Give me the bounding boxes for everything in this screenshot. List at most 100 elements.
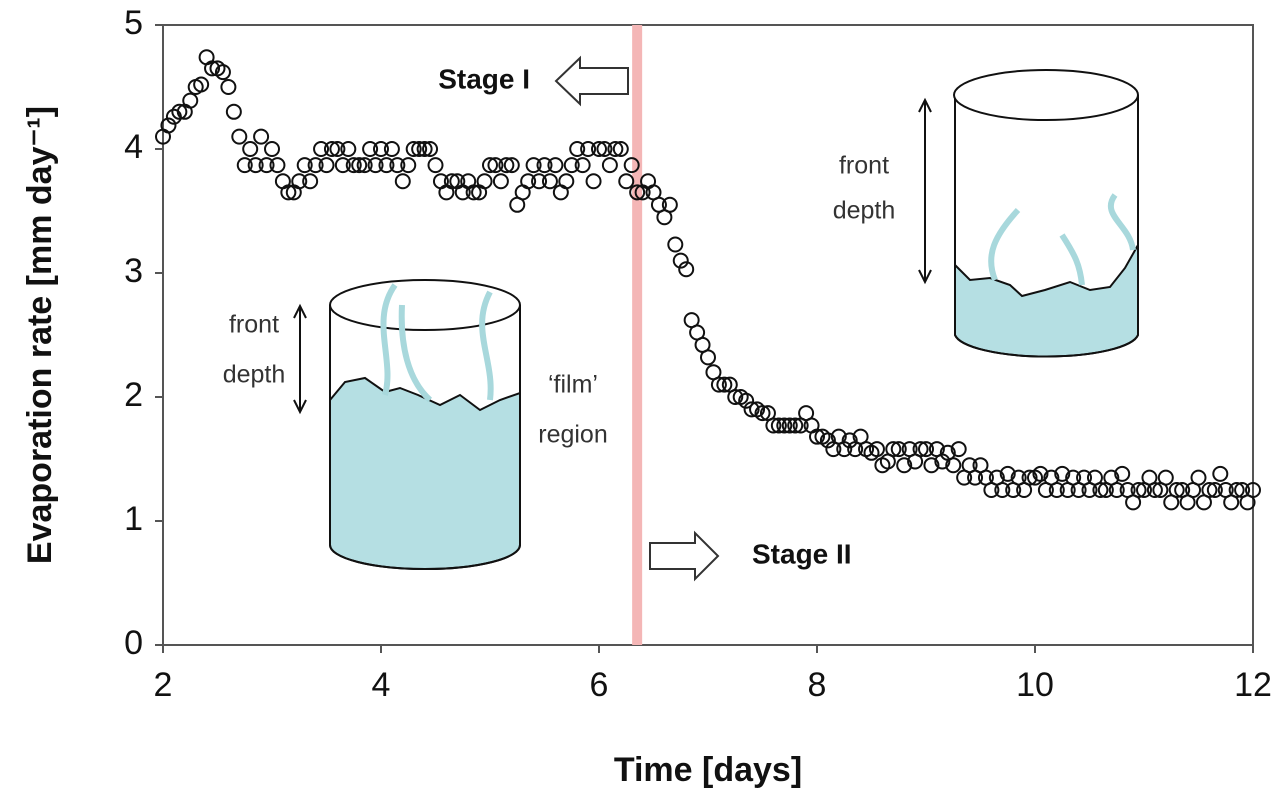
point	[383, 141, 400, 157]
point	[373, 141, 389, 157]
point	[520, 173, 537, 190]
point	[580, 141, 597, 157]
point	[476, 173, 493, 190]
point	[264, 141, 280, 157]
point	[809, 428, 825, 445]
point	[236, 157, 253, 174]
point	[1021, 469, 1038, 486]
point	[1245, 482, 1261, 498]
point	[334, 157, 351, 174]
point	[351, 157, 368, 174]
point	[253, 128, 270, 145]
point	[607, 141, 624, 157]
point	[836, 441, 853, 458]
point	[193, 76, 210, 93]
point	[743, 401, 760, 418]
point	[700, 349, 716, 366]
x-tick-label: 4	[372, 666, 391, 704]
x-axis-title: Time [days]	[614, 751, 802, 789]
point	[569, 141, 586, 157]
point	[503, 157, 520, 174]
point	[667, 236, 684, 253]
point	[214, 64, 231, 81]
stage-ii-arrow	[649, 530, 720, 582]
point	[1157, 469, 1174, 486]
point	[171, 103, 188, 120]
point	[340, 141, 357, 157]
point	[269, 157, 286, 174]
annotation: Stage II	[752, 538, 852, 569]
point	[612, 141, 629, 157]
y-tick-label: 5	[124, 4, 143, 42]
point	[389, 157, 406, 174]
point	[585, 173, 602, 190]
point	[678, 261, 695, 278]
point	[242, 141, 259, 157]
annotation: ‘film’	[548, 371, 598, 399]
point	[787, 417, 804, 434]
annotation: region	[538, 421, 608, 449]
point	[1201, 482, 1218, 498]
point	[918, 441, 934, 458]
y-axis-title: Evaporation rate [mm day⁻¹]	[21, 106, 59, 564]
point	[574, 157, 591, 174]
point	[258, 157, 275, 174]
point	[1146, 482, 1163, 498]
point	[754, 405, 771, 422]
point	[716, 376, 733, 393]
point	[443, 173, 460, 190]
y-tick-label: 4	[124, 128, 143, 166]
point	[819, 432, 836, 449]
annotation: depth	[223, 361, 286, 389]
point	[536, 157, 553, 174]
point	[1032, 465, 1049, 482]
point	[765, 417, 782, 434]
point	[280, 184, 297, 201]
point	[1108, 482, 1125, 498]
point	[623, 157, 640, 174]
point	[1130, 482, 1147, 498]
point	[247, 157, 264, 174]
point	[356, 157, 373, 174]
point	[313, 141, 330, 157]
point	[318, 157, 335, 174]
x-tick-label: 6	[590, 666, 609, 704]
point	[950, 441, 967, 458]
annotation: Stage I	[438, 63, 530, 94]
point	[1092, 482, 1109, 498]
point	[596, 141, 613, 157]
point	[710, 376, 727, 393]
point	[591, 141, 607, 157]
point	[994, 482, 1011, 498]
y-tick-label: 0	[124, 624, 143, 662]
point	[492, 173, 509, 190]
point	[405, 141, 422, 157]
annotation: front	[229, 311, 279, 339]
point	[378, 157, 395, 174]
point	[362, 141, 379, 157]
point	[547, 157, 564, 174]
point	[400, 157, 417, 174]
point	[394, 173, 411, 190]
point	[487, 157, 504, 174]
point	[868, 441, 885, 458]
annotation: front	[839, 152, 889, 180]
point	[1168, 482, 1185, 498]
point	[525, 157, 542, 174]
point	[629, 184, 646, 201]
point	[1048, 482, 1065, 498]
point	[885, 441, 902, 458]
x-tick-label: 10	[1016, 666, 1054, 704]
point	[1212, 465, 1229, 482]
point	[541, 173, 558, 190]
point	[367, 157, 384, 174]
point	[776, 417, 793, 434]
point	[291, 173, 308, 190]
left-cylinder	[293, 279, 521, 570]
point	[672, 252, 689, 269]
point	[531, 173, 548, 190]
point	[482, 157, 498, 174]
point	[841, 432, 858, 449]
point	[345, 157, 362, 174]
